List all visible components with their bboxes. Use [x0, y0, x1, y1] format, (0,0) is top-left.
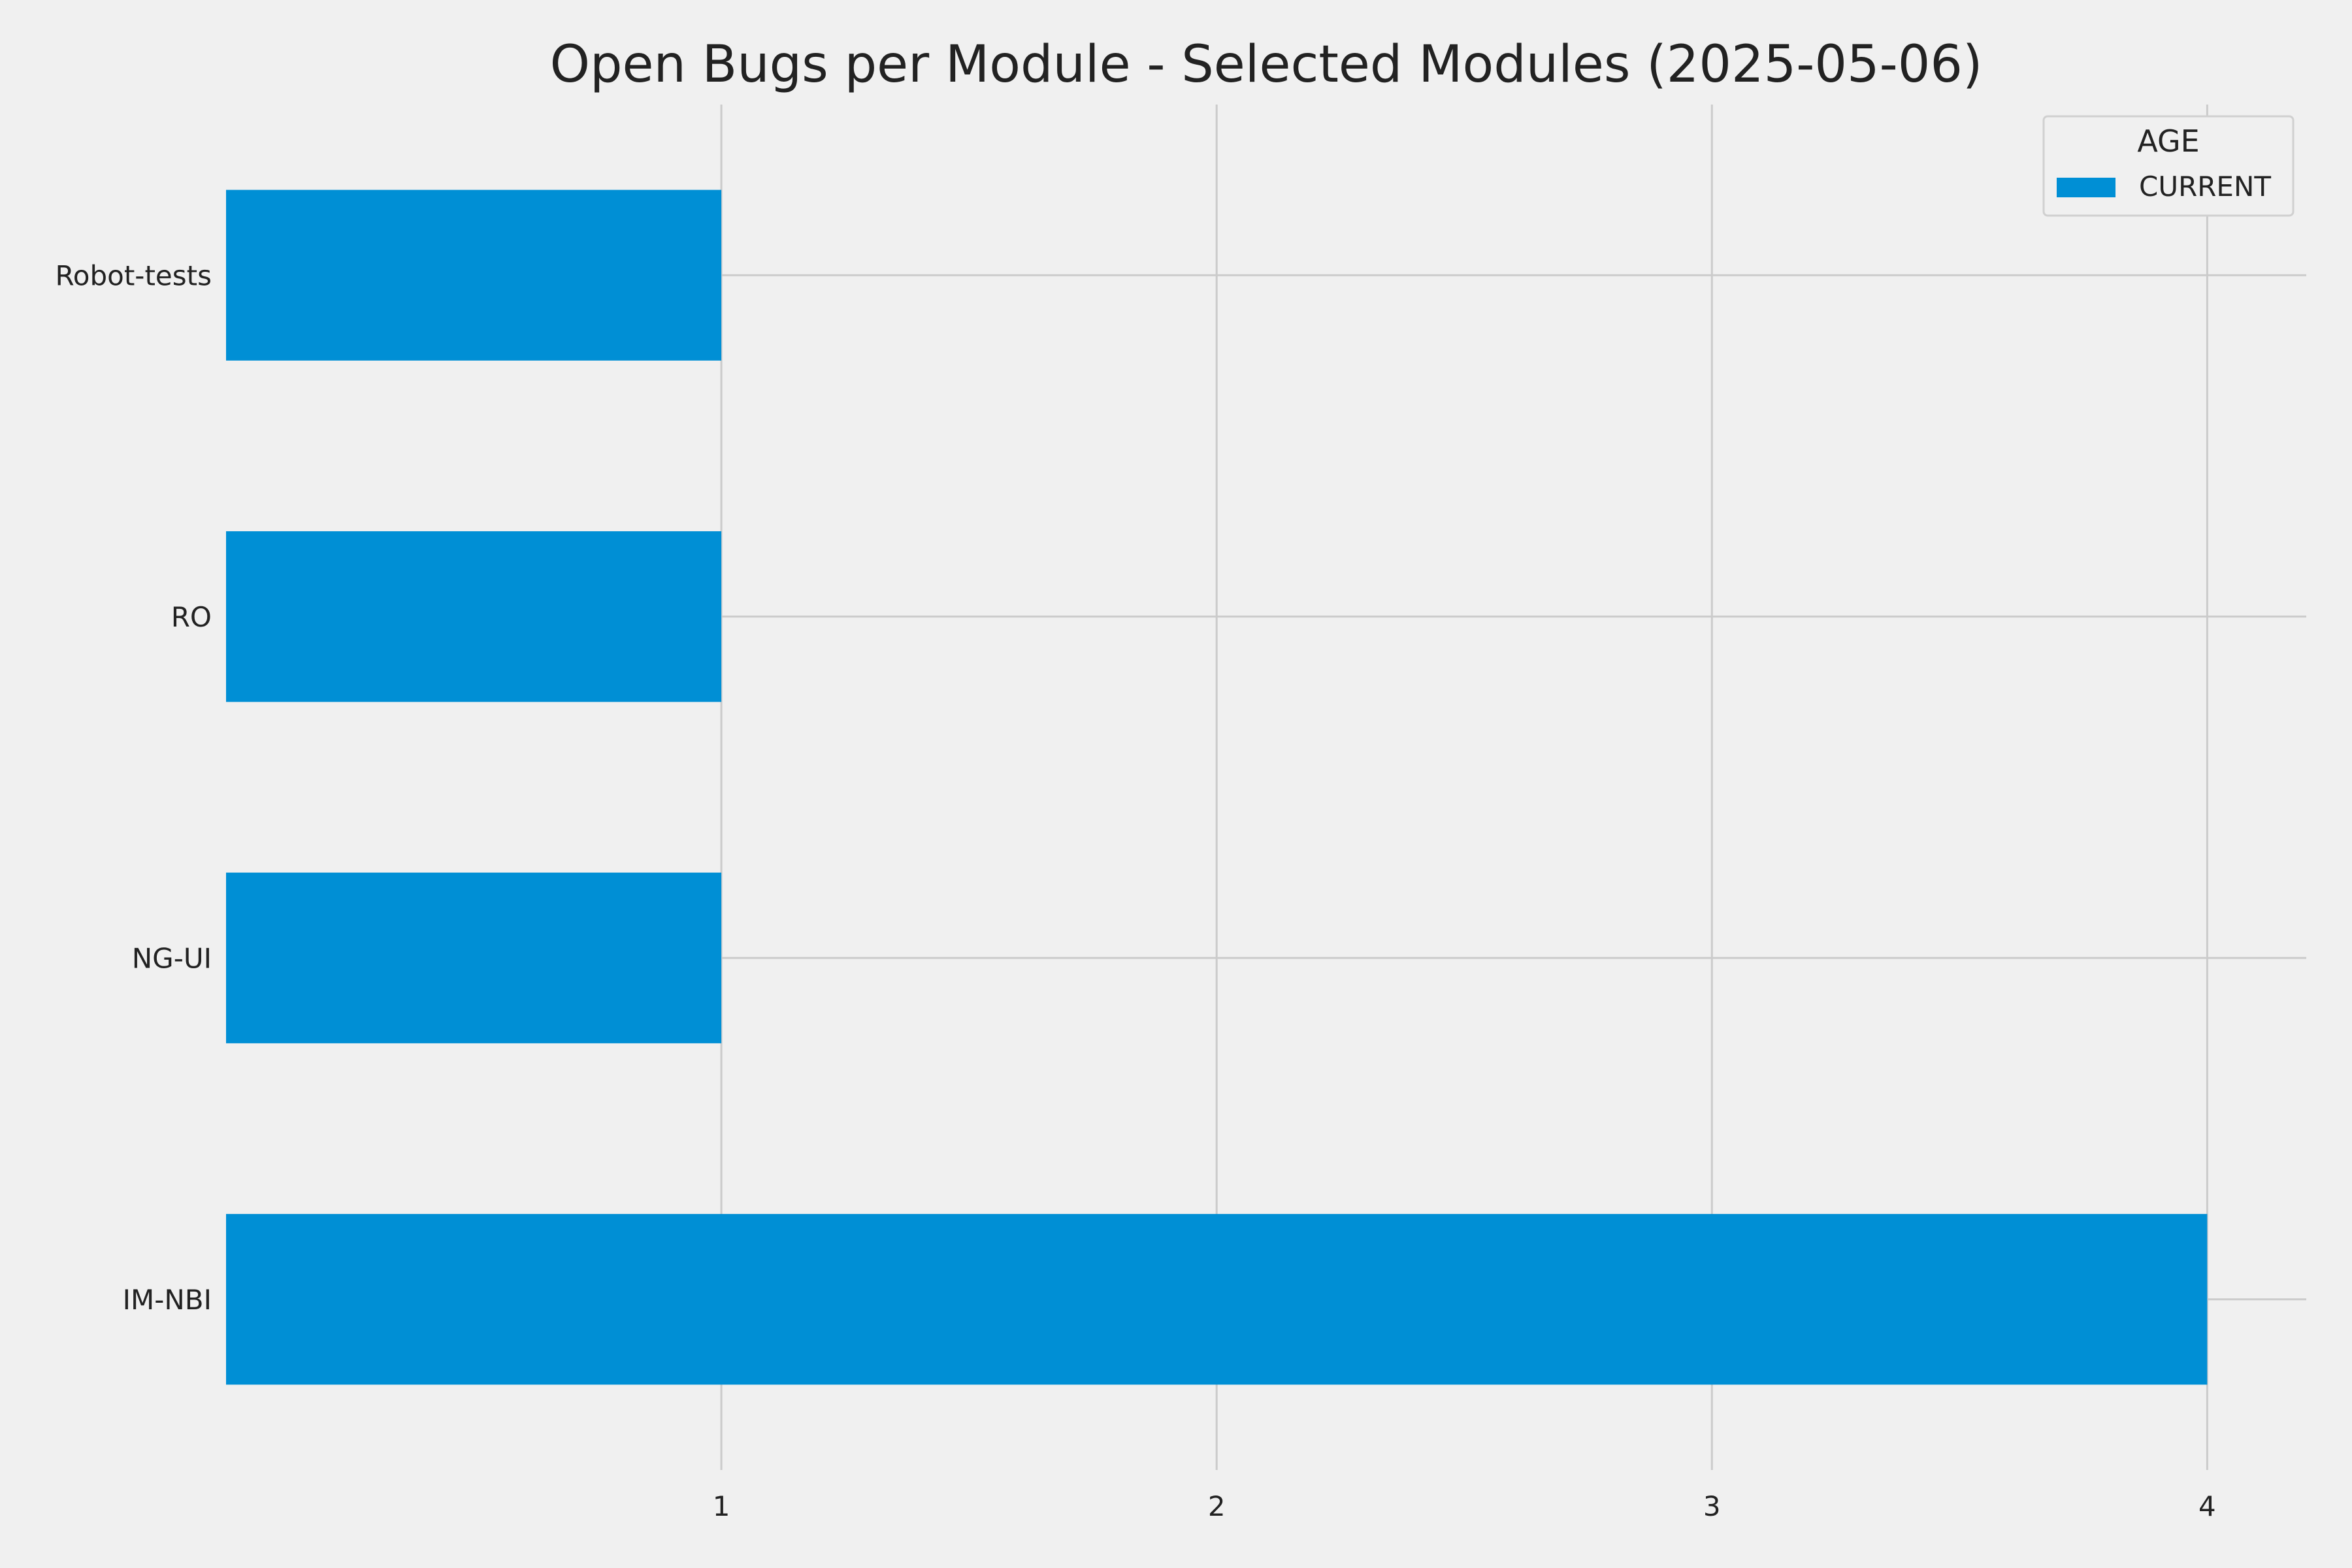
x-tick-label: 2	[1208, 1490, 1226, 1522]
bars	[226, 189, 2208, 1385]
bar-ng-ui	[226, 872, 722, 1043]
y-tick-label: IM-NBI	[123, 1284, 212, 1316]
bar-robot-tests	[226, 189, 722, 361]
bar-ro	[226, 531, 722, 702]
x-tick-labels: 1 2 3 4	[713, 1490, 2216, 1522]
y-tick-label: Robot-tests	[55, 259, 212, 291]
y-tick-label: RO	[171, 601, 212, 633]
bar-im-nbi	[226, 1214, 2208, 1385]
y-tick-labels: IM-NBI NG-UI RO Robot-tests	[55, 259, 212, 1316]
x-tick-label: 3	[1703, 1490, 1721, 1522]
legend-swatch	[2057, 178, 2115, 197]
y-tick-label: NG-UI	[132, 942, 212, 974]
x-tick-label: 4	[2198, 1490, 2216, 1522]
x-tick-label: 1	[713, 1490, 730, 1522]
legend-label: CURRENT	[2139, 171, 2271, 203]
legend: AGE CURRENT	[2042, 115, 2295, 217]
chart-title: Open Bugs per Module - Selected Modules …	[550, 35, 1983, 94]
legend-title: AGE	[2137, 123, 2199, 159]
